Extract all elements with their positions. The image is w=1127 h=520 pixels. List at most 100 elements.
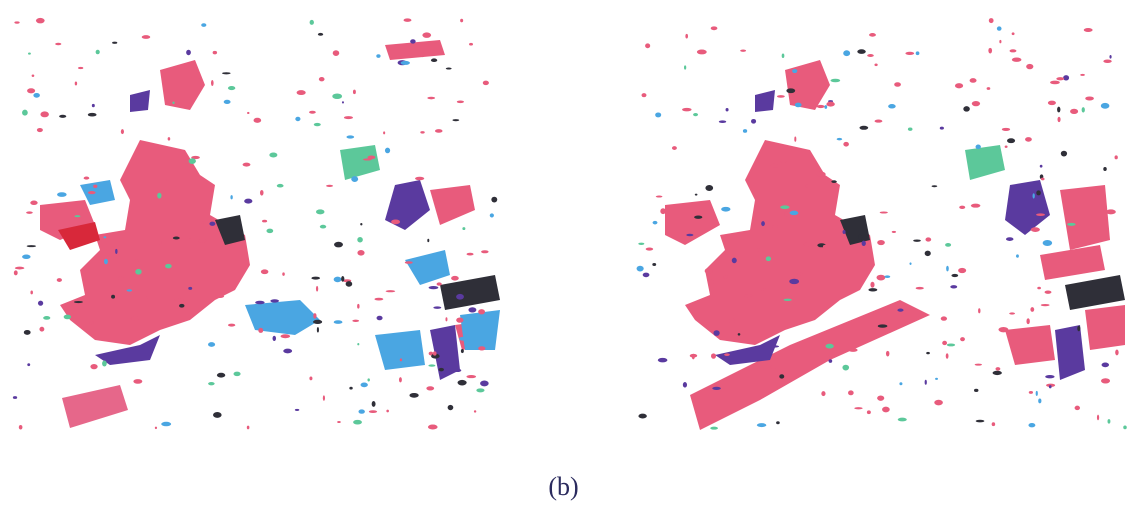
speck — [645, 43, 650, 48]
speck — [448, 405, 454, 410]
speck — [867, 54, 874, 57]
region-pink — [385, 40, 445, 60]
speck — [59, 115, 66, 118]
speck — [165, 264, 172, 269]
speck — [118, 276, 125, 280]
speck — [1106, 209, 1116, 214]
speck — [192, 76, 201, 79]
speck — [357, 237, 363, 242]
speck — [255, 301, 265, 305]
speck — [690, 354, 697, 358]
speck — [892, 231, 896, 233]
speck — [309, 377, 312, 381]
speck — [958, 268, 966, 273]
speck — [346, 281, 353, 287]
speck — [877, 240, 885, 245]
speck — [1103, 59, 1111, 63]
speck — [420, 131, 424, 133]
speck — [452, 119, 459, 121]
region-pink — [62, 385, 128, 428]
region-pink — [430, 185, 475, 225]
speck — [843, 142, 849, 147]
speck — [142, 35, 151, 39]
speck — [1097, 415, 1099, 421]
speck — [951, 274, 958, 277]
speck — [131, 317, 140, 321]
speck — [334, 320, 343, 324]
speck — [824, 105, 827, 109]
speck — [435, 129, 442, 133]
speck — [341, 276, 344, 282]
speck — [916, 51, 920, 55]
speck — [22, 255, 30, 260]
speck — [446, 68, 452, 70]
speck — [96, 50, 100, 55]
speck — [1036, 213, 1045, 216]
speck — [769, 345, 779, 347]
speck — [433, 306, 441, 308]
speck — [37, 128, 43, 132]
speck — [660, 208, 666, 214]
speck — [186, 50, 191, 56]
speck — [461, 349, 464, 353]
speck — [1043, 240, 1053, 246]
speck — [433, 351, 437, 355]
speck — [888, 104, 896, 108]
speck — [1026, 64, 1033, 69]
speck — [102, 361, 107, 367]
speck — [770, 365, 777, 369]
speck — [823, 245, 828, 248]
speck — [993, 371, 1002, 375]
speck — [427, 239, 429, 242]
speck — [729, 318, 735, 324]
speck — [697, 50, 707, 55]
figure — [0, 0, 1127, 470]
speck — [43, 316, 50, 320]
speck — [941, 316, 947, 320]
speck — [229, 245, 236, 247]
speck — [882, 407, 890, 413]
speck — [428, 364, 435, 366]
speck — [480, 381, 489, 387]
region-purple — [130, 90, 150, 112]
speck — [761, 288, 767, 291]
speck — [361, 382, 368, 387]
speck — [870, 282, 874, 288]
speck — [127, 289, 132, 291]
speck — [897, 309, 903, 312]
speck — [405, 261, 413, 264]
speck — [353, 90, 356, 95]
speck — [1045, 291, 1052, 294]
speck — [1101, 378, 1110, 383]
speck — [705, 185, 713, 191]
speck — [198, 239, 206, 243]
speck — [988, 48, 992, 54]
speck — [185, 159, 189, 164]
speck — [410, 197, 414, 199]
speck — [1005, 146, 1008, 148]
speck — [950, 285, 957, 288]
speck — [686, 234, 693, 236]
speck — [1063, 75, 1069, 80]
speck — [93, 185, 97, 188]
speck — [1002, 128, 1010, 131]
speck — [711, 353, 716, 358]
speck — [712, 387, 721, 390]
speck — [894, 82, 901, 87]
speck — [868, 288, 877, 291]
speck — [806, 184, 809, 187]
speck — [326, 185, 333, 187]
speck — [258, 328, 263, 333]
speck — [90, 364, 97, 369]
speck — [478, 346, 485, 350]
speck — [244, 199, 252, 204]
speck — [27, 363, 30, 366]
speck — [323, 395, 325, 401]
speck — [55, 43, 61, 45]
speck — [925, 380, 927, 385]
speck — [38, 301, 43, 306]
speck — [313, 320, 322, 324]
speck — [638, 414, 646, 419]
speck — [831, 180, 836, 183]
speck — [1085, 96, 1094, 100]
